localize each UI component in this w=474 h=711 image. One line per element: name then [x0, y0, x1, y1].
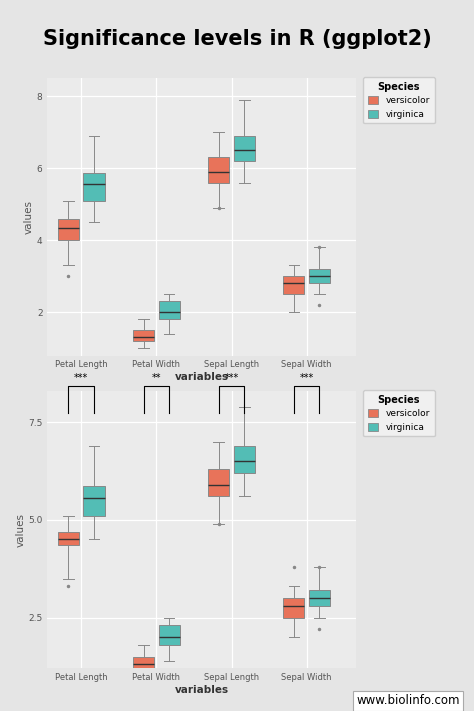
- PathPatch shape: [283, 598, 304, 618]
- Text: **: **: [152, 373, 161, 383]
- PathPatch shape: [58, 532, 79, 545]
- PathPatch shape: [234, 136, 255, 161]
- PathPatch shape: [159, 626, 180, 645]
- X-axis label: variables: variables: [174, 685, 228, 695]
- Y-axis label: values: values: [15, 513, 26, 547]
- Text: ***: ***: [74, 373, 88, 383]
- PathPatch shape: [83, 486, 104, 516]
- PathPatch shape: [234, 446, 255, 473]
- Text: ***: ***: [300, 373, 314, 383]
- Legend: versicolor, virginica: versicolor, virginica: [363, 77, 435, 124]
- X-axis label: variables: variables: [174, 372, 228, 382]
- PathPatch shape: [133, 657, 154, 668]
- PathPatch shape: [133, 331, 154, 341]
- PathPatch shape: [208, 157, 229, 183]
- PathPatch shape: [83, 173, 104, 201]
- PathPatch shape: [283, 277, 304, 294]
- PathPatch shape: [309, 269, 330, 284]
- Text: Significance levels in R (ggplot2): Significance levels in R (ggplot2): [43, 29, 431, 49]
- PathPatch shape: [58, 219, 79, 240]
- PathPatch shape: [309, 590, 330, 606]
- Y-axis label: values: values: [24, 200, 34, 234]
- Legend: versicolor, virginica: versicolor, virginica: [363, 390, 435, 437]
- PathPatch shape: [159, 301, 180, 319]
- PathPatch shape: [208, 469, 229, 496]
- Text: ***: ***: [224, 373, 238, 383]
- Text: www.biolinfo.com: www.biolinfo.com: [356, 695, 460, 707]
